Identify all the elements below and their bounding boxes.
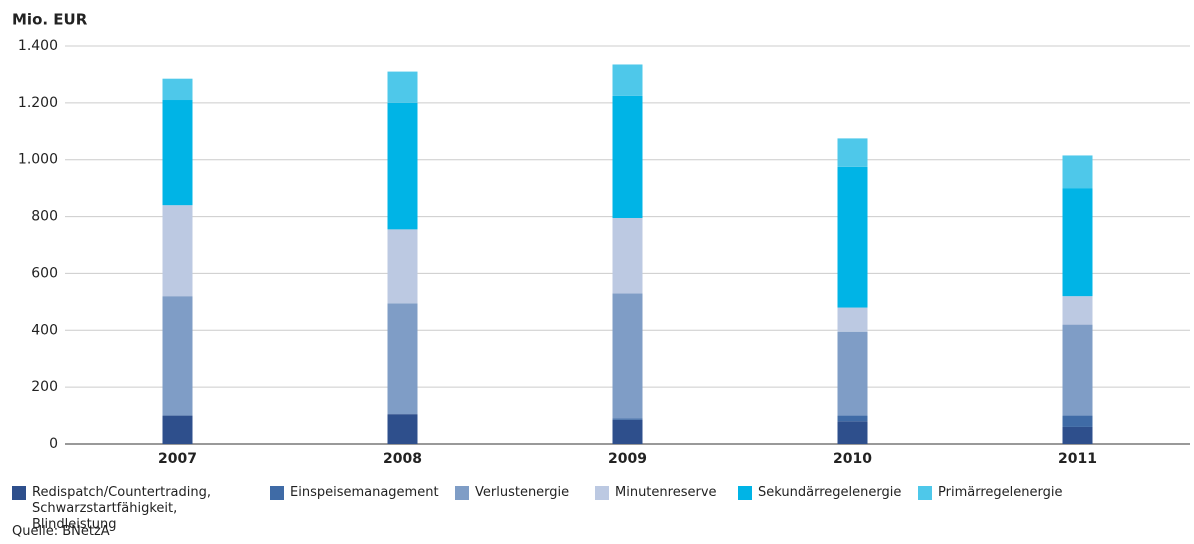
y-tick-label: 800: [31, 209, 58, 225]
bar-segment: [387, 102, 418, 230]
legend-item: Sekundärregelenergie: [738, 485, 901, 501]
legend-label: Einspeisemanagement: [290, 485, 439, 500]
legend-label: Primärregelenergie: [938, 485, 1063, 500]
bar-segment: [612, 64, 643, 96]
bar-segment: [162, 78, 193, 101]
y-tick-label: 1.200: [18, 95, 58, 111]
legend-swatch: [455, 486, 469, 500]
legend-swatch: [738, 486, 752, 500]
bar-segment: [387, 414, 418, 444]
y-tick-label: 1.400: [18, 38, 58, 54]
source: Quelle: BNetzA: [12, 524, 110, 539]
bar-segment: [387, 71, 418, 103]
bar-segment: [837, 307, 868, 332]
legend-label: Redispatch/Countertrading, Schwarzstartf…: [32, 485, 212, 532]
bar-segment: [612, 95, 643, 218]
bar-segment: [162, 205, 193, 297]
legend-label: Minutenreserve: [615, 485, 717, 500]
legend-swatch: [595, 486, 609, 500]
bar-segment: [1062, 324, 1093, 416]
y-tick-label: 1.000: [18, 152, 58, 168]
y-tick-label: 400: [31, 322, 58, 338]
bar-segment: [837, 421, 868, 444]
bar-segment: [1062, 415, 1093, 427]
bar-segment: [612, 418, 643, 420]
bar-segment: [162, 296, 193, 416]
legend-item: Minutenreserve: [595, 485, 717, 501]
legend-item: Verlustenergie: [455, 485, 569, 501]
y-axis-label: Mio. EUR: [12, 11, 88, 29]
chart: Mio. EUR 0 200 400 600 800 1.000 1.200 1.400 200…: [12, 11, 1190, 467]
bar-segment: [837, 331, 868, 416]
bar-segment: [387, 229, 418, 304]
bar-segment: [612, 217, 643, 294]
bar-segment: [1062, 155, 1093, 189]
bar-segment: [1062, 426, 1093, 444]
x-tick-label: 2008: [383, 451, 422, 467]
x-tick-label: 2011: [1058, 451, 1097, 467]
y-tick-label: 600: [31, 265, 58, 281]
legend-item: Primärregelenergie: [918, 485, 1062, 501]
legend-label: Verlustenergie: [475, 485, 570, 500]
y-tick-label: 200: [31, 379, 58, 395]
x-tick-label: 2010: [833, 451, 872, 467]
legend-swatch: [270, 486, 284, 500]
bar-segment: [162, 100, 193, 206]
legend-item: Redispatch/Countertrading, Schwarzstartf…: [12, 485, 262, 533]
bar-segment: [612, 419, 643, 444]
bar-segment: [837, 415, 868, 422]
bar-segment: [1062, 188, 1093, 297]
bar-segment: [162, 415, 193, 444]
bar-segment: [837, 138, 868, 167]
legend-item: Einspeisemanagement: [270, 485, 439, 501]
legend-swatch: [12, 486, 26, 500]
y-tick-label: 0: [49, 436, 58, 452]
x-tick-label: 2007: [158, 451, 197, 467]
bar-segment: [837, 166, 868, 308]
bar-segment: [387, 303, 418, 415]
x-tick-label: 2009: [608, 451, 647, 467]
bar-segment: [612, 293, 643, 419]
legend-label: Sekundärregelenergie: [758, 485, 902, 500]
legend-swatch: [918, 486, 932, 500]
bar-segment: [1062, 296, 1093, 325]
